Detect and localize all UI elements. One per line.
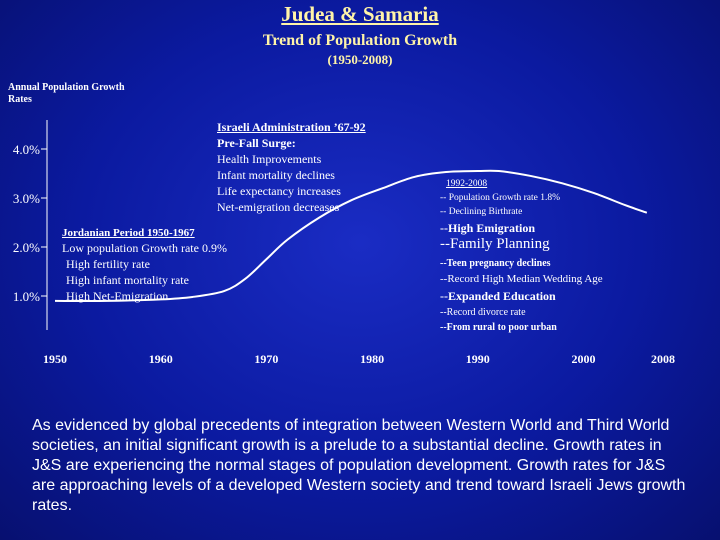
summary-paragraph: As evidenced by global precedents of int…	[32, 417, 686, 514]
x-tick-label: 1970	[254, 352, 278, 366]
recent-urbanization: --From rural to poor urban	[440, 322, 557, 333]
y-ticks: 1.0% 2.0% 3.0% 4.0%	[13, 142, 47, 304]
growth-rate-line	[54, 169, 648, 303]
x-tick-label: 1980	[360, 352, 384, 366]
recent-teen-pregnancy: --Teen pregnancy declines	[440, 258, 551, 269]
jordanian-heading: Jordanian Period 1950-1967	[62, 227, 195, 239]
jordanian-item: High infant mortality rate	[66, 273, 189, 287]
israeli-item: Health Improvements	[217, 152, 322, 166]
recent-birthrate: -- Declining Birthrate	[440, 207, 523, 217]
x-tick-label: 2008	[651, 352, 675, 366]
chart-subtitle: Trend of Population Growth	[262, 32, 458, 49]
recent-family-planning: --Family Planning	[440, 236, 550, 252]
israeli-admin-heading: Israeli Administration ’67-92	[217, 120, 366, 134]
israeli-admin-annotation: Israeli Administration ’67-92 Pre-Fall S…	[217, 119, 366, 215]
recent-growth-rate: -- Population Growth rate 1.8%	[440, 193, 561, 203]
y-axis-label: Annual Population Growth Rates	[8, 82, 125, 105]
jordanian-period-annotation: Jordanian Period 1950-1967 Low populatio…	[62, 226, 227, 304]
recent-divorce-rate: --Record divorce rate	[440, 307, 526, 318]
x-tick-label: 1950	[43, 352, 67, 366]
page-title: Judea & Samaria	[281, 2, 439, 26]
x-tick-label: 2000	[571, 352, 595, 366]
jordanian-item: High fertility rate	[66, 257, 150, 271]
recent-wedding-age: --Record High Median Wedding Age	[440, 273, 603, 285]
y-tick-label: 4.0%	[13, 142, 40, 157]
x-tick-label: 1960	[149, 352, 173, 366]
x-tick-label: 1990	[466, 352, 490, 366]
jordanian-item: High Net-Emigration	[66, 289, 169, 303]
y-tick-label: 3.0%	[13, 191, 40, 206]
israeli-item: Infant mortality declines	[217, 168, 335, 182]
recent-emigration: --High Emigration	[440, 221, 535, 235]
recent-education: --Expanded Education	[440, 289, 556, 303]
israeli-item: Life expectancy increases	[217, 184, 341, 198]
y-tick-label: 1.0%	[13, 289, 40, 304]
x-ticks: 1950 1960 1970 1980 1990 2000 2008	[43, 352, 675, 366]
recent-period-heading: 1992-2008	[446, 179, 488, 189]
chart-period: (1950-2008)	[327, 52, 393, 67]
y-tick-label: 2.0%	[13, 240, 40, 255]
pre-fall-surge-label: Pre-Fall Surge:	[217, 136, 296, 150]
jordanian-item: Low population Growth rate 0.9%	[62, 241, 227, 255]
growth-chart: 1.0% 2.0% 3.0% 4.0% 1950 1960 1970 1980 1990 200…	[0, 0, 720, 400]
israeli-item: Net-emigration decreases	[217, 200, 340, 214]
